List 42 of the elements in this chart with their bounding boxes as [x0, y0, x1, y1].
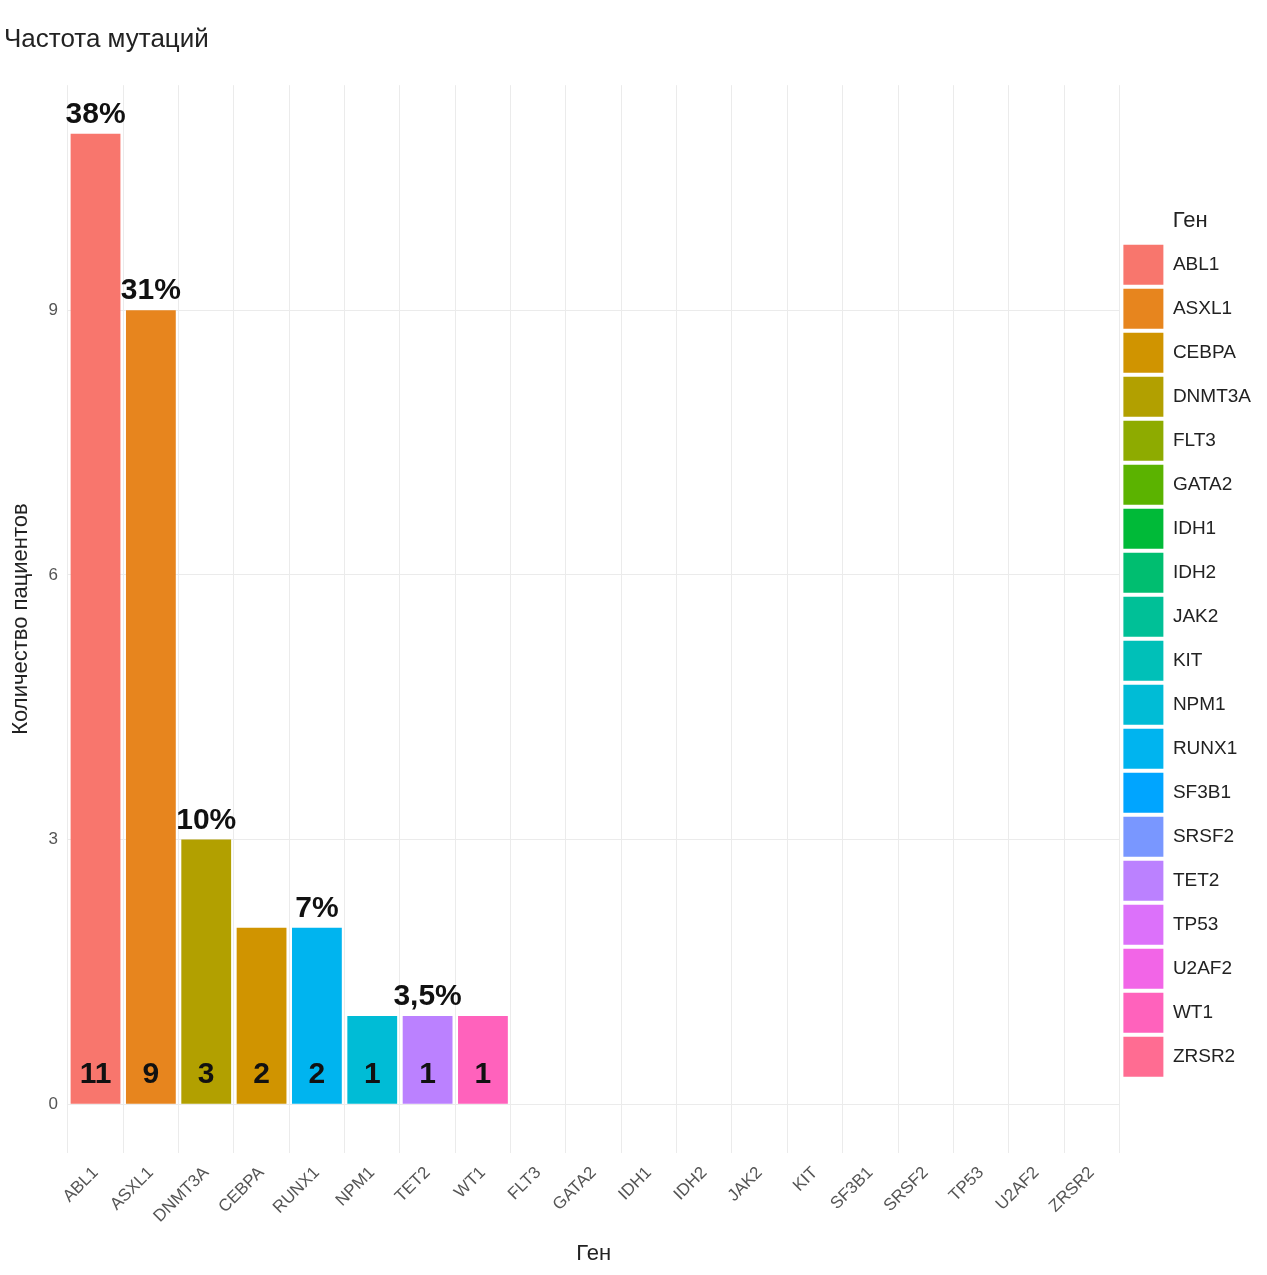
- legend-label: WT1: [1172, 1000, 1213, 1022]
- legend-label: IDH2: [1172, 560, 1217, 582]
- data-label: 2: [308, 1056, 326, 1090]
- data-label: 1: [419, 1056, 436, 1090]
- annotation: 10%: [176, 801, 237, 835]
- legend-label: SRSF2: [1172, 824, 1235, 846]
- legend-label: ASXL1: [1172, 296, 1233, 318]
- data-label: 1: [474, 1056, 492, 1090]
- data-label: 11: [79, 1056, 112, 1090]
- legend-label: IDH1: [1172, 516, 1217, 538]
- legend-title: Ген: [1172, 207, 1208, 233]
- y-axis-title: Количество пациентов: [7, 503, 33, 735]
- legend-label: ZRSR2: [1172, 1044, 1236, 1066]
- legend-label: RUNX1: [1172, 736, 1238, 758]
- legend-label: TP53: [1172, 912, 1219, 934]
- legend-label: TET2: [1172, 868, 1220, 890]
- legend-label: DNMT3A: [1172, 384, 1252, 406]
- chart-title: Частота мутаций: [4, 22, 209, 53]
- annotation: 38%: [65, 95, 126, 129]
- legend-label: CEBPA: [1172, 340, 1237, 362]
- y-tick-label: 0: [48, 1093, 58, 1113]
- legend-label: NPM1: [1172, 692, 1226, 714]
- y-tick-label: 9: [48, 299, 58, 319]
- x-tick-label: KIT: [789, 1162, 822, 1195]
- annotation: 31%: [120, 272, 181, 306]
- data-label: 1: [363, 1056, 381, 1090]
- legend-label: FLT3: [1172, 428, 1216, 450]
- data-label: 2: [253, 1056, 270, 1090]
- legend-label: GATA2: [1172, 472, 1233, 494]
- legend-label: SF3B1: [1172, 780, 1231, 802]
- y-tick-label: 3: [48, 829, 58, 849]
- x-axis-title: Ген: [576, 1239, 612, 1265]
- annotation: 3,5%: [393, 978, 462, 1012]
- legend-label: KIT: [1172, 648, 1203, 670]
- annotation: 7%: [295, 890, 339, 924]
- data-label: 3: [197, 1056, 215, 1090]
- legend-label: U2AF2: [1172, 956, 1233, 978]
- y-tick-label: 6: [48, 564, 58, 584]
- data-label: 9: [142, 1056, 160, 1090]
- legend-label: ABL1: [1172, 252, 1220, 274]
- x-tick-label: WT1: [450, 1162, 490, 1202]
- legend-label: JAK2: [1172, 604, 1219, 626]
